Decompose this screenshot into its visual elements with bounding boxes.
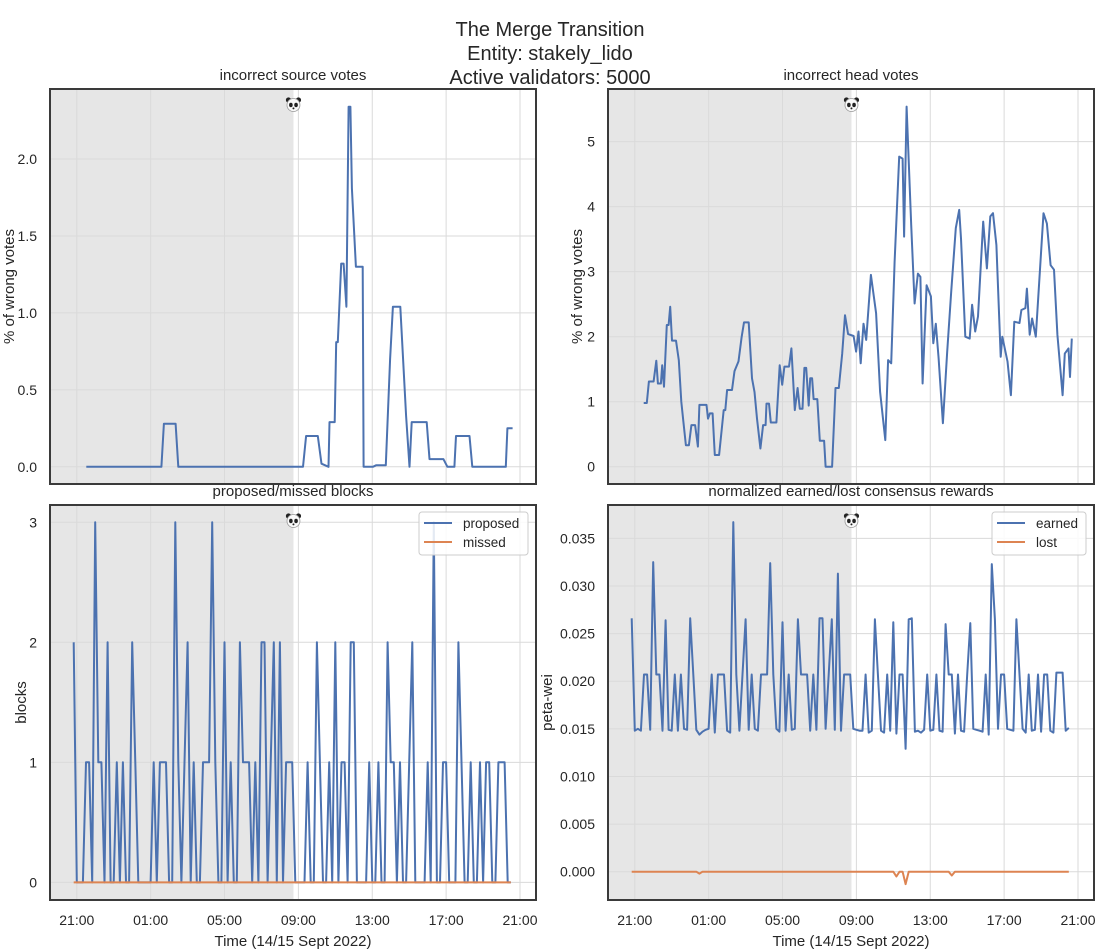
subplot-title: incorrect source votes	[220, 67, 367, 84]
panda-eye	[289, 518, 293, 524]
panda-icon	[843, 97, 860, 112]
panda-nose	[850, 523, 853, 526]
x-tick-label: 21:00	[1060, 912, 1095, 928]
y-tick-label: 0.035	[560, 530, 595, 546]
axes-frame	[607, 88, 1095, 485]
series-line-earned	[630, 521, 1070, 750]
y-tick-label: 0.005	[560, 816, 595, 832]
y-axis-label: % of wrong votes	[1, 229, 18, 344]
series-group	[643, 105, 1073, 468]
y-tick-label: 0.5	[18, 382, 38, 398]
x-tick-label: 21:00	[617, 912, 652, 928]
series-group	[86, 105, 513, 468]
y-tick-label: 0.000	[560, 864, 595, 880]
subplot-4: 0.000 0.005 0.010 0.015 0.020 0.025 0.030 0.035…	[539, 483, 1096, 950]
pre-merge-shaded-region	[608, 89, 852, 484]
y-tick-label: 0	[587, 459, 595, 475]
panda-eye	[294, 518, 298, 524]
y-tick-label: 3	[29, 514, 37, 530]
panda-face	[286, 98, 301, 112]
y-tick-label: 4	[587, 199, 595, 215]
panda-nose	[292, 107, 295, 110]
panda-eye	[847, 102, 851, 108]
x-tick-label: 13:00	[355, 912, 390, 928]
figure-title-line-1: The Merge Transition	[456, 19, 645, 41]
legend: proposed missed	[418, 511, 529, 556]
axes-frame	[607, 504, 1095, 901]
x-tick-label: 21:00	[59, 912, 94, 928]
pre-merge-shaded-region	[50, 89, 294, 484]
axes-frame	[49, 504, 537, 901]
legend: earned lost	[991, 511, 1087, 556]
legend-label-missed: missed	[463, 535, 506, 550]
y-tick-label: 1	[587, 394, 595, 410]
y-tick-label: 0.010	[560, 768, 595, 784]
series-line-series-1	[86, 105, 513, 468]
y-tick-label: 3	[587, 264, 595, 280]
figure-title-line-3: Active validators: 5000	[449, 67, 650, 89]
x-tick-label: 13:00	[913, 912, 948, 928]
series-group	[72, 521, 511, 884]
legend-label-lost: lost	[1036, 535, 1057, 550]
panda-eye	[289, 102, 293, 108]
axes-frame	[49, 88, 537, 485]
y-tick-label: 0	[29, 874, 37, 890]
panda-nose	[292, 523, 295, 526]
y-tick-label: 0.0	[18, 459, 38, 475]
figure-title-line-2: Entity: stakely_lido	[467, 43, 633, 65]
y-tick-label: 0.020	[560, 673, 595, 689]
y-tick-label: 0.030	[560, 578, 595, 594]
x-axis-label: Time (14/15 Sept 2022)	[214, 933, 371, 950]
y-tick-label: 0.025	[560, 626, 595, 642]
subplot-2: 0 1 2 3 4 5 incorrect head votes % of wrong vot…	[569, 67, 1095, 485]
y-tick-label: 5	[587, 134, 595, 150]
y-tick-label: 2	[29, 634, 37, 650]
series-group	[630, 521, 1070, 886]
panda-face	[286, 514, 301, 528]
x-tick-label: 05:00	[207, 912, 242, 928]
y-tick-label: 2	[587, 329, 595, 345]
y-tick-label: 1	[29, 754, 37, 770]
panda-eye	[847, 518, 851, 524]
subplot-title: incorrect head votes	[783, 67, 918, 84]
panda-eye	[294, 102, 298, 108]
series-line-lost	[631, 870, 1069, 886]
y-axis-label: % of wrong votes	[569, 229, 586, 344]
y-tick-label: 2.0	[18, 151, 38, 167]
x-tick-label: 09:00	[281, 912, 316, 928]
panda-icon	[843, 513, 860, 528]
x-tick-label: 21:00	[502, 912, 537, 928]
subplot-3: 0 1 2 3 21:00 01:00 05:00 09:00 13:00 17:00 21:00 p…	[13, 483, 538, 950]
series-line-series-1	[643, 105, 1073, 468]
subplot-1: 0.0 0.5 1.0 1.5 2.0 incorrect source votes % o…	[1, 67, 537, 485]
legend-label-earned: earned	[1036, 516, 1078, 531]
panda-icon	[285, 97, 302, 112]
subplot-title: normalized earned/lost consensus rewards	[708, 483, 993, 500]
x-tick-label: 05:00	[765, 912, 800, 928]
x-tick-label: 09:00	[839, 912, 874, 928]
x-tick-label: 01:00	[133, 912, 168, 928]
subplots: 0.0 0.5 1.0 1.5 2.0 incorrect source votes % o…	[1, 67, 1096, 950]
x-tick-label: 17:00	[987, 912, 1022, 928]
panda-nose	[850, 107, 853, 110]
panda-eye	[852, 518, 856, 524]
x-tick-label: 17:00	[429, 912, 464, 928]
y-tick-label: 1.0	[18, 305, 38, 321]
panda-face	[844, 514, 859, 528]
legend-label-proposed: proposed	[463, 516, 519, 531]
y-tick-label: 0.015	[560, 721, 595, 737]
panda-icon	[285, 513, 302, 528]
subplot-title: proposed/missed blocks	[213, 483, 374, 500]
panda-eye	[852, 102, 856, 108]
y-axis-label: peta-wei	[539, 674, 556, 731]
x-axis-label: Time (14/15 Sept 2022)	[772, 933, 929, 950]
y-axis-label: blocks	[13, 681, 30, 724]
x-tick-label: 01:00	[691, 912, 726, 928]
y-tick-label: 1.5	[18, 228, 38, 244]
panda-face	[844, 98, 859, 112]
